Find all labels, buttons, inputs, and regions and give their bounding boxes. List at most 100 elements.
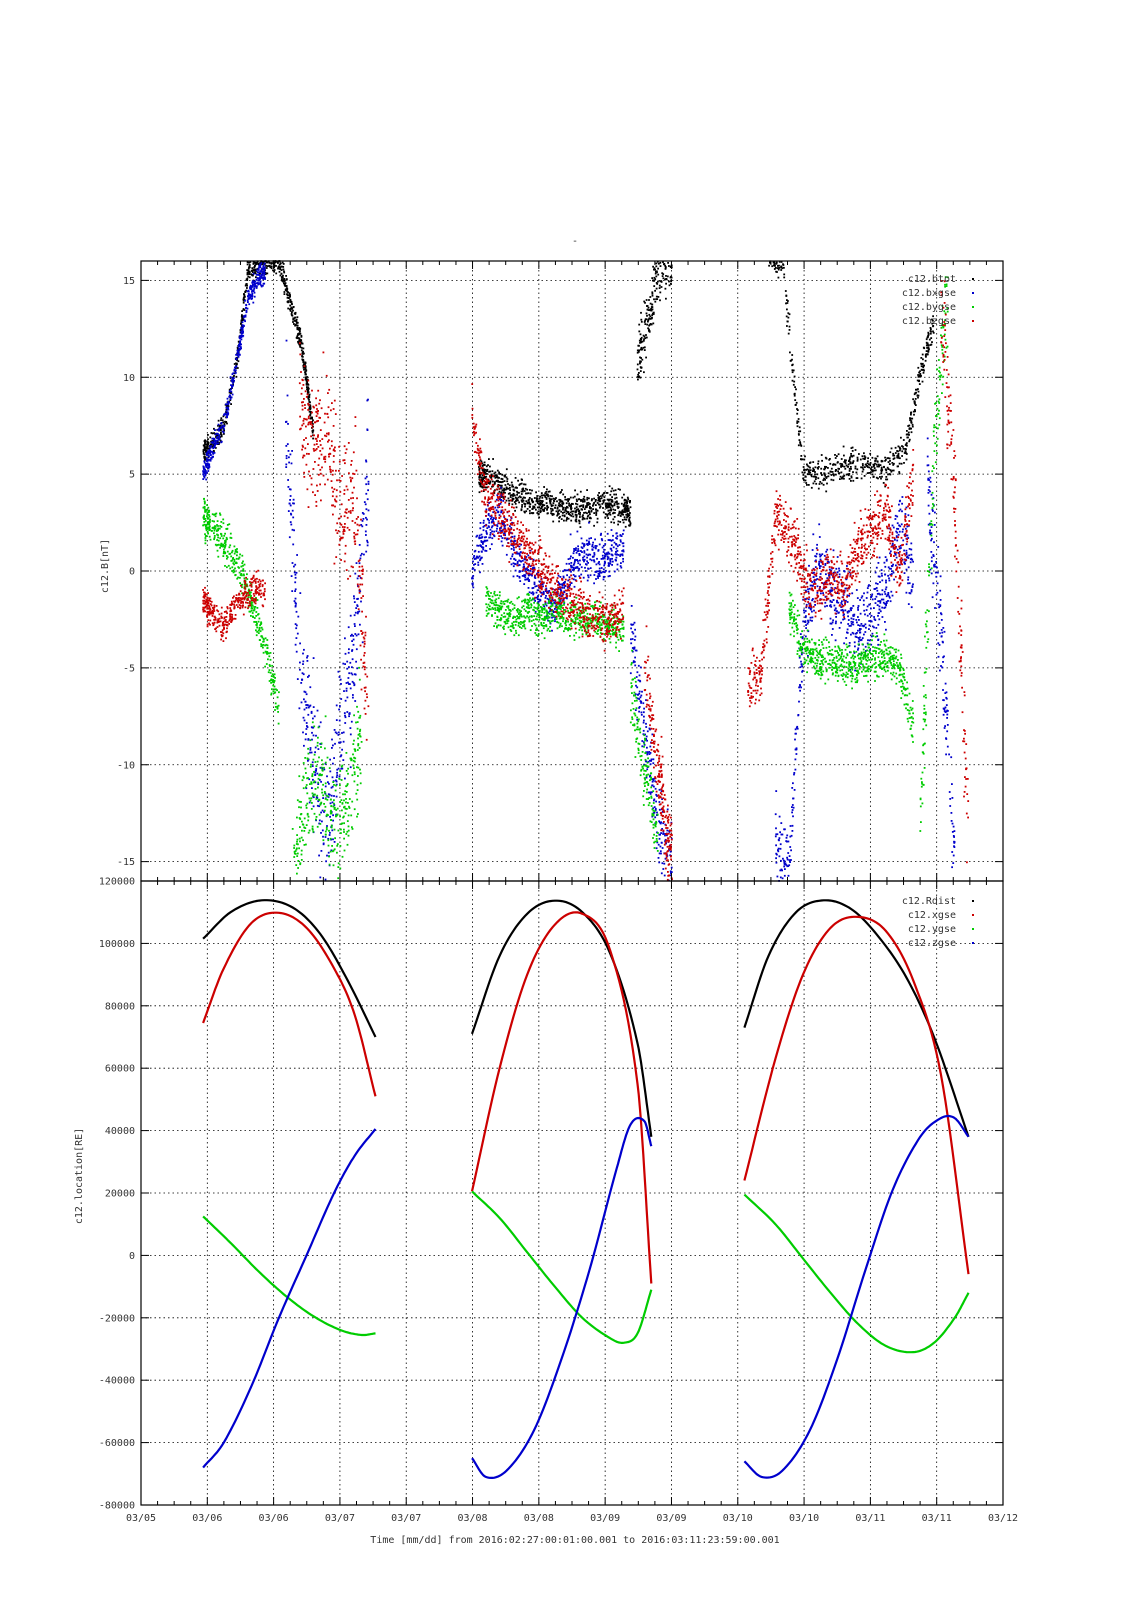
data-point [203, 472, 206, 475]
data-point [490, 543, 493, 546]
data-point [817, 466, 820, 468]
data-point [632, 660, 635, 662]
data-point [914, 402, 916, 405]
data-point [569, 514, 572, 516]
data-point [257, 269, 260, 271]
data-point [312, 706, 315, 708]
data-point [287, 300, 290, 302]
data-point [912, 410, 915, 413]
data-point [656, 811, 658, 814]
data-point [929, 327, 932, 329]
data-point [647, 306, 650, 309]
magnetic-field-grid [141, 261, 1003, 881]
data-point [516, 493, 518, 496]
data-point [570, 566, 573, 569]
data-point [658, 284, 661, 287]
data-point [634, 649, 637, 652]
data-point [807, 465, 810, 468]
data-point [291, 528, 294, 531]
data-point [862, 625, 865, 628]
data-point [558, 512, 560, 515]
data-point [365, 524, 368, 526]
data-point [857, 624, 860, 626]
data-point [834, 639, 837, 642]
data-point [490, 517, 492, 520]
data-point [484, 549, 487, 552]
data-point [893, 578, 895, 581]
data-point [574, 575, 576, 578]
data-point [804, 616, 807, 619]
data-point [249, 287, 251, 290]
data-point [910, 413, 912, 416]
data-point [836, 556, 839, 558]
data-point [288, 536, 291, 539]
data-point [259, 280, 262, 283]
data-point [908, 440, 911, 443]
data-point [501, 523, 504, 525]
data-point [481, 462, 484, 465]
data-point [206, 441, 209, 444]
data-point [896, 548, 899, 551]
data-point [903, 572, 906, 574]
data-point [296, 324, 299, 327]
data-point [840, 606, 843, 608]
data-point [564, 581, 566, 583]
data-point [876, 593, 879, 595]
data-point [642, 711, 645, 714]
data-point [655, 275, 658, 278]
data-point [871, 632, 874, 635]
data-point [520, 509, 523, 512]
data-point [625, 504, 628, 507]
data-point [793, 375, 796, 378]
data-point [512, 544, 515, 547]
data-point [939, 605, 942, 608]
data-point [851, 446, 854, 449]
data-point [795, 732, 797, 735]
data-point [511, 521, 513, 524]
data-point [798, 426, 801, 429]
data-point [500, 493, 503, 496]
data-point [349, 733, 352, 736]
data-point [602, 578, 605, 581]
data-point [483, 468, 485, 471]
data-point [263, 274, 265, 277]
data-point [588, 553, 590, 556]
data-point [642, 334, 645, 337]
data-point [842, 475, 844, 478]
data-point [892, 464, 895, 466]
data-point [621, 509, 624, 512]
data-point [865, 626, 867, 629]
data-point [777, 265, 779, 267]
data-point [580, 566, 583, 569]
data-point [478, 537, 481, 540]
data-point [622, 549, 625, 552]
data-point [908, 592, 911, 594]
data-point [629, 500, 631, 503]
data-point [623, 502, 626, 504]
data-point [260, 270, 263, 273]
data-point [543, 605, 545, 608]
data-point [665, 275, 667, 277]
data-point [317, 800, 320, 803]
data-point [594, 571, 597, 573]
data-point [516, 491, 519, 494]
data-point [311, 731, 313, 734]
data-point [556, 506, 559, 509]
data-point [775, 790, 778, 792]
data-point [205, 465, 208, 468]
data-point [902, 539, 905, 542]
data-point [299, 661, 301, 664]
data-point [861, 466, 864, 469]
data-point [562, 508, 564, 511]
data-point [241, 328, 244, 330]
data-point [812, 576, 815, 578]
data-point [304, 691, 307, 694]
data-point [217, 438, 220, 441]
data-point [633, 639, 636, 641]
data-point [242, 318, 245, 320]
data-point [888, 473, 891, 475]
data-point [606, 503, 609, 506]
data-point [543, 508, 546, 511]
data-point [855, 632, 857, 635]
data-point [215, 435, 217, 438]
